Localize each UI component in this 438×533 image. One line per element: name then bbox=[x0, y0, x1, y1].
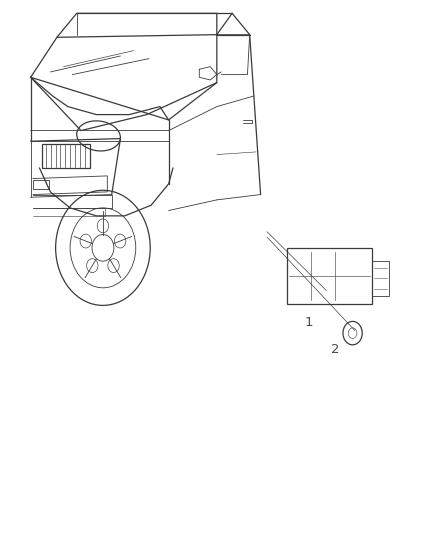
Text: 1: 1 bbox=[304, 316, 313, 329]
Bar bbox=[42, 144, 90, 168]
Bar bbox=[372, 261, 389, 296]
Bar bbox=[33, 180, 49, 189]
Text: 2: 2 bbox=[331, 343, 339, 356]
Bar bbox=[287, 248, 372, 304]
